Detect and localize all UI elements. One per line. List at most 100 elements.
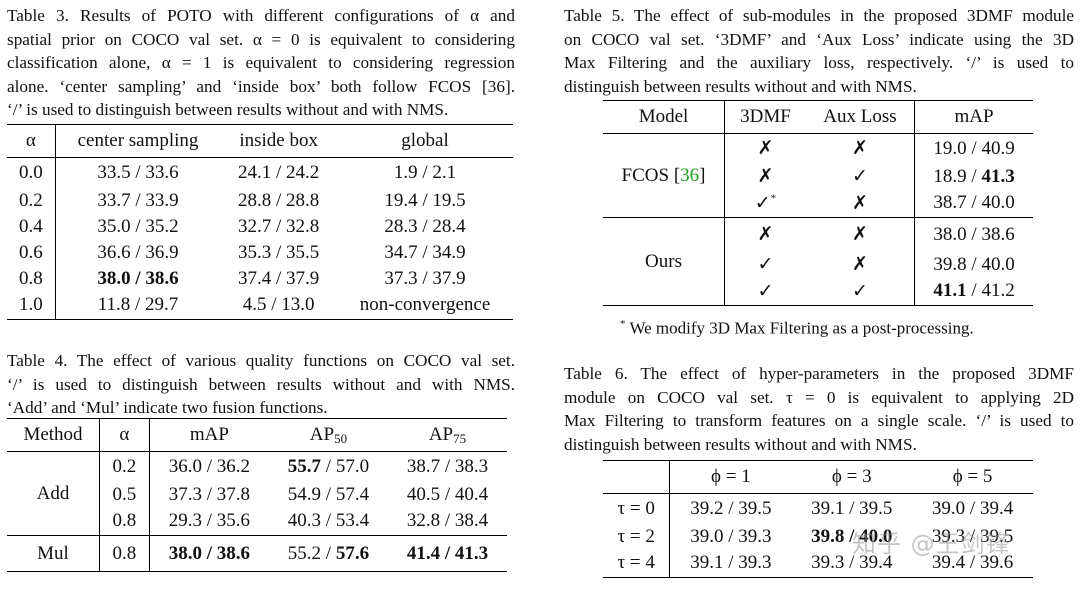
caption-line: Max Filtering to transform features on a… <box>564 411 1074 430</box>
col-header: ϕ = 3 <box>791 460 913 494</box>
col-header: ϕ = 5 <box>912 460 1033 494</box>
caption-line: alone. ‘center sampling’ and ‘inside box… <box>7 76 515 96</box>
table-cell: 38.7 / 38.3 <box>406 455 489 477</box>
table-cell: 29.3 / 35.6 <box>168 510 251 532</box>
table-cell: 38.0 / 38.6 <box>149 536 269 572</box>
col-header: Model <box>603 100 726 134</box>
table5-caption: Table 5. The effect of sub-modules in th… <box>564 4 1074 98</box>
table-cell: 0.6 <box>7 239 56 266</box>
col-header: mAP <box>149 418 269 452</box>
col-header: inside box <box>220 124 338 158</box>
table-cell: 0.8 <box>7 265 56 292</box>
col-header: ϕ = 1 <box>669 460 792 494</box>
table-cell: ✗ <box>757 138 774 160</box>
col-header: center sampling <box>55 124 221 158</box>
table-cell: 39.0 / 39.4 <box>931 497 1014 519</box>
col-header: mAP <box>914 100 1033 134</box>
col-header: Aux Loss <box>805 100 916 134</box>
table-cell: 39.4 / 39.6 <box>931 552 1014 574</box>
table-cell: 18.9 / 41.3 <box>933 165 1015 187</box>
caption-line: spatial prior on COCO val set. α = 0 is … <box>7 29 515 49</box>
caption-line: classification alone, α = 1 is equivalen… <box>7 53 515 72</box>
caption-line: ‘/’ is used to distinguish between resul… <box>7 100 449 119</box>
caption-line: module on COCO val set. τ = 0 is equival… <box>564 387 1074 407</box>
table4: Method α mAP AP50 AP75 Add 0.2 36.0 / 36… <box>7 418 507 572</box>
table-cell: ✓ <box>757 254 774 275</box>
table-cell: ✓ <box>805 277 916 306</box>
table-cell: 19.4 / 19.5 <box>384 189 466 211</box>
best-value: 41.3 <box>981 165 1015 187</box>
table-cell: 38.0 / 38.6 <box>55 266 220 292</box>
table-cell: 28.3 / 28.4 <box>384 215 466 237</box>
table-cell: 55.2 / 57.6 <box>287 542 370 564</box>
watermark: 知乎 @王剑锋 <box>852 530 1011 558</box>
method-label: Add <box>7 451 100 536</box>
table-cell: 11.8 / 29.7 <box>97 294 179 316</box>
col-header: Method <box>7 418 100 452</box>
table-cell: 38.0 / 38.6 <box>933 223 1015 245</box>
row-header: τ = 4 <box>603 549 671 578</box>
table-cell: 38.7 / 40.0 <box>933 192 1015 214</box>
table-cell: ✗ <box>805 251 916 278</box>
table-cell: 28.8 / 28.8 <box>238 189 320 211</box>
table-cell: 0.0 <box>7 157 56 188</box>
table-cell: 39.8 / 40.0 <box>791 524 912 550</box>
table-cell: 36.0 / 36.2 <box>168 455 251 477</box>
col-header: α <box>7 124 56 158</box>
table-cell: ✗ <box>805 217 916 252</box>
table-cell: 35.3 / 35.5 <box>238 241 320 263</box>
table-cell: 33.7 / 33.9 <box>97 189 179 211</box>
table-cell: 32.8 / 38.4 <box>406 510 489 532</box>
table-cell: ✗ <box>757 166 774 187</box>
table-cell: 33.5 / 33.6 <box>97 161 179 183</box>
col-header: AP50 <box>268 418 388 452</box>
table-cell: 37.3 / 37.8 <box>168 483 251 505</box>
table-cell: ✓* <box>754 192 777 214</box>
caption-line: Table 4. The effect of various quality f… <box>7 351 515 370</box>
table-cell: 0.4 <box>7 213 56 240</box>
best-value: 38.0 / 38.6 <box>97 267 179 289</box>
table-cell: 0.2 <box>99 451 150 482</box>
col-header: 3DMF <box>724 100 806 134</box>
best-value: 55.7 <box>287 455 322 477</box>
footnote-mark: * <box>770 192 777 205</box>
table5-footnote: * We modify 3D Max Filtering as a post-p… <box>620 318 974 338</box>
table-cell: 41.4 / 41.3 <box>388 536 507 572</box>
table-cell: 37.4 / 37.9 <box>238 267 320 289</box>
caption-line: Table 3. Results of POTO with different … <box>7 6 515 25</box>
table-cell: 39.8 / 40.0 <box>933 253 1015 275</box>
table-cell: 37.3 / 37.9 <box>384 267 466 289</box>
table-cell: 39.2 / 39.5 <box>690 497 772 519</box>
table-cell: 39.1 / 39.3 <box>690 552 772 574</box>
caption-line: ‘Add’ and ‘Mul’ indicate two fusion func… <box>7 398 328 417</box>
caption-line: ‘/’ is used to distinguish between resul… <box>7 374 515 394</box>
table5: Model 3DMF Aux Loss mAP FCOS [36] ✗ ✗ 19… <box>603 100 1033 306</box>
table6: ϕ = 1 ϕ = 3 ϕ = 5 τ = 0 39.2 / 39.5 39.1 /… <box>603 460 1033 578</box>
table-cell: non-convergence <box>359 294 491 316</box>
table-cell: ✗ <box>805 189 916 218</box>
best-value: 38.0 / 38.6 <box>168 542 251 564</box>
row-header: τ = 2 <box>603 523 671 550</box>
best-value: 57.6 <box>335 542 370 564</box>
table3: α center sampling inside box global 0.0 3… <box>7 124 513 320</box>
table-cell: ✗ <box>805 133 916 164</box>
table-cell: ✓ <box>805 163 916 190</box>
table-cell: 39.1 / 39.5 <box>811 497 893 519</box>
caption-line: distinguish between results without and … <box>564 76 917 96</box>
col-header: AP75 <box>387 418 507 452</box>
col-header: α <box>99 418 150 452</box>
col-header: global <box>337 124 513 158</box>
col-header <box>603 460 671 494</box>
citation-link[interactable]: 36 <box>680 164 700 186</box>
table-cell: 1.9 / 2.1 <box>393 161 457 183</box>
table4-caption: Table 4. The effect of various quality f… <box>7 349 515 420</box>
best-value: 41.1 <box>933 280 967 302</box>
table-cell: ✗ <box>757 224 774 246</box>
method-label: Mul <box>7 535 100 572</box>
table-cell: 54.9 / 57.4 <box>287 483 370 505</box>
best-value: 41.4 / 41.3 <box>406 542 489 564</box>
table-cell: 39.3 / 39.5 <box>931 525 1014 547</box>
model-label: FCOS [36] <box>603 133 726 218</box>
table-cell: 0.8 <box>99 535 150 572</box>
row-header: τ = 0 <box>603 493 671 524</box>
